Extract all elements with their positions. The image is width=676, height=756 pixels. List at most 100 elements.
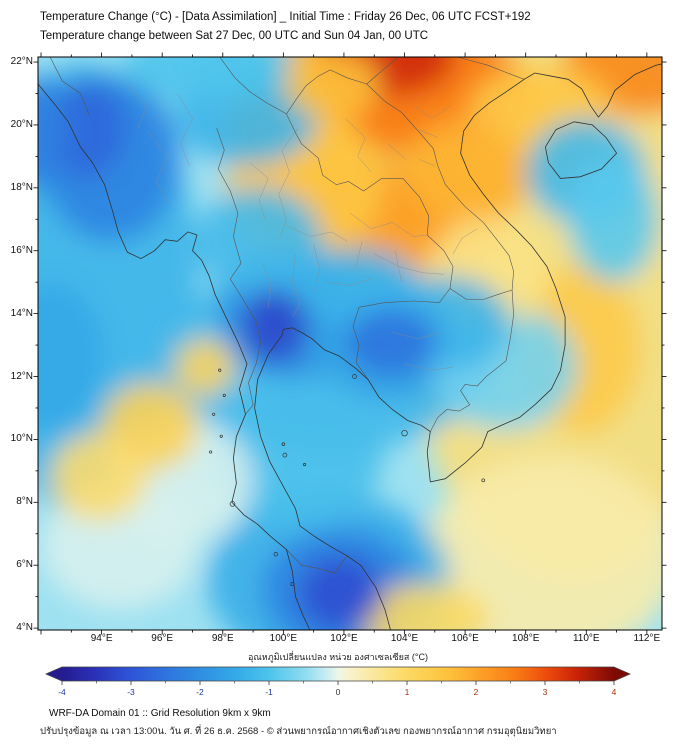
island-outline	[218, 368, 222, 372]
temp-anomaly-blob	[50, 433, 148, 522]
y-tick-label: 14°N	[10, 307, 33, 319]
temp-anomaly-blob	[174, 338, 235, 396]
country-border	[286, 549, 348, 574]
country-border	[286, 113, 454, 289]
province-border	[414, 105, 451, 119]
province-border	[419, 159, 435, 166]
x-tick-label: 104°E	[390, 633, 419, 644]
temp-anomaly-blob	[38, 282, 105, 434]
province-border	[177, 93, 193, 166]
page-title: Temperature Change (°C) - [Data Assimila…	[40, 11, 531, 23]
x-tick-label: 108°E	[512, 633, 540, 644]
province-border	[249, 162, 269, 220]
y-tick-label: 22°N	[10, 56, 33, 68]
y-tick-label: 8°N	[16, 496, 33, 508]
y-tick-label: 10°N	[10, 433, 33, 445]
axis-ticks	[33, 52, 667, 635]
province-border	[313, 244, 320, 292]
island-outline	[219, 434, 223, 438]
header: Temperature Change (°C) - [Data Assimila…	[40, 8, 531, 46]
colorbar-tick-label: 1	[405, 687, 410, 697]
island-outline	[229, 501, 236, 507]
colorbar-tick-label: 2	[474, 687, 479, 697]
colorbar-tick-label: -4	[58, 687, 66, 697]
province-border	[387, 143, 407, 160]
colorbar-gradient	[45, 666, 631, 682]
x-tick-label: 100°E	[269, 633, 298, 644]
temp-anomaly-blob	[404, 118, 526, 220]
temp-anomaly-blob	[283, 57, 381, 119]
island-outline	[481, 478, 486, 483]
island-outline	[401, 429, 408, 437]
island-outline	[290, 582, 295, 587]
province-border	[404, 363, 454, 371]
x-tick-label: 98°E	[211, 633, 234, 644]
temp-anomaly-blob	[38, 74, 69, 188]
province-border	[374, 253, 444, 275]
province-border	[395, 250, 402, 283]
province-border	[325, 278, 372, 286]
colorbar-tick-label: -3	[127, 687, 135, 697]
x-tick-label: 94°E	[90, 633, 113, 644]
y-tick-label: 6°N	[16, 559, 33, 571]
temp-anomaly-blob	[195, 187, 323, 295]
province-border	[278, 127, 299, 239]
country-border	[430, 289, 514, 432]
country-border	[216, 128, 261, 415]
y-tick-label: 18°N	[10, 181, 33, 193]
country-border	[219, 57, 287, 115]
y-tick-label: 20°N	[10, 118, 33, 130]
island-outline	[212, 412, 216, 416]
page-subtitle: Temperature change between Sat 27 Dec, 0…	[40, 30, 429, 42]
y-tick-label: 4°N	[16, 622, 33, 634]
temp-anomaly-blob	[568, 156, 659, 283]
temp-anomaly-blob	[298, 555, 384, 630]
country-border	[457, 57, 525, 80]
hainan-island-outline	[544, 121, 618, 179]
province-border	[262, 263, 272, 308]
temp-anomaly-blob	[122, 57, 293, 103]
province-border	[452, 228, 478, 254]
heatmap-field	[38, 57, 662, 630]
footer-update-info: ปรับปรุงข้อมูล ณ เวลา 13:00น. วัน ศ. ที่…	[40, 726, 557, 737]
country-border	[449, 288, 513, 300]
island-outline	[352, 374, 357, 379]
y-tick-label: 16°N	[10, 244, 33, 256]
province-border	[125, 83, 148, 129]
province-border	[349, 212, 428, 237]
province-border	[345, 118, 372, 173]
colorbar-tick-label: 3	[543, 687, 548, 697]
temp-anomaly-blob	[356, 584, 490, 630]
island-outline	[209, 450, 213, 454]
province-border	[286, 225, 348, 242]
colorbar: -4 -3 -2 -1 0 1 2 3 4	[45, 666, 631, 697]
province-border	[392, 332, 441, 340]
temp-anomaly-blob	[286, 247, 420, 324]
province-border	[292, 253, 301, 317]
province-border	[146, 131, 169, 204]
y-tick-label: 12°N	[10, 370, 33, 382]
x-tick-label: 102°E	[330, 633, 358, 644]
country-border	[366, 57, 399, 85]
temperature-change-map	[33, 52, 667, 635]
footer-domain-info: WRF-DA Domain 01 :: Grid Resolution 9km …	[49, 708, 271, 719]
colorbar-tick-label: -2	[196, 687, 204, 697]
x-tick-label: 112°E	[633, 633, 661, 644]
colorbar-tick-label: 4	[612, 687, 617, 697]
island-outline	[222, 393, 226, 397]
island-outline	[282, 452, 288, 458]
country-border	[49, 57, 90, 116]
plot-frame	[37, 56, 663, 631]
colorbar-title: อุณหภูมิเปลี่ยนแปลง หน่วย องศาเซลเซียส (…	[248, 652, 428, 662]
coastline-west	[38, 83, 311, 630]
geography-linework	[38, 57, 662, 630]
x-tick-label: 110°E	[572, 633, 600, 644]
province-border	[418, 129, 438, 138]
country-border	[330, 69, 367, 85]
temp-anomaly-blob	[422, 458, 662, 630]
island-outline	[281, 442, 286, 446]
temp-anomaly-blob	[47, 77, 126, 179]
country-border	[286, 69, 331, 115]
island-outline	[273, 552, 278, 557]
